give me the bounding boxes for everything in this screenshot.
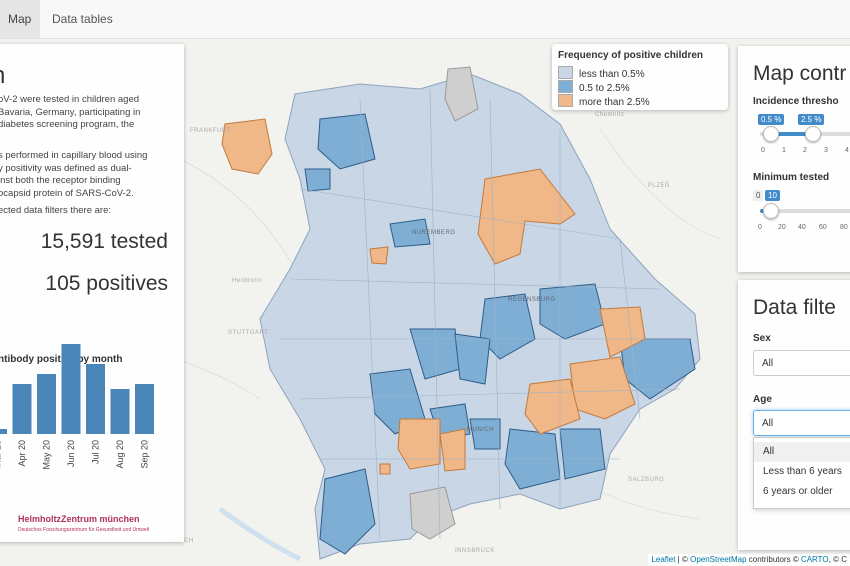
chart-tick-label: Jul 20 [91,440,101,464]
legend-swatch [558,94,573,107]
age-option-all[interactable]: All [754,442,850,462]
min-tested-handle[interactable] [763,203,779,219]
min-tested-tick: 40 [798,224,806,231]
min-tested-slider-track[interactable] [760,209,850,213]
positives-by-month-chart: Mar 20 Apr 20 May 20 Jun 20 Jul 20 Aug 20 Sep … [0,344,154,470]
map-label-stuttgart: STUTTGART [228,330,269,336]
min-tested-tick: 0 [758,224,762,231]
min-tested-value-badge: 10 [765,190,780,201]
legend-item-high: more than 2.5% [558,94,650,108]
incidence-slider-range [770,132,812,136]
age-option-under-6[interactable]: Less than 6 years [763,466,842,477]
map-label-frankfurt: FRANKFURT [190,128,231,134]
age-dropdown-menu: All Less than 6 years 6 years or older [753,437,850,509]
osm-link[interactable]: OpenStreetMap [690,555,747,564]
map-legend: Frequency of positive children less than… [552,44,728,110]
navbar: Map Data tables [0,0,850,39]
incidence-low-handle[interactable] [763,126,779,142]
map-label-plzen: PLZEŇ [648,183,670,189]
chart-tick-label: Mar 20 [0,440,3,468]
tab-map[interactable]: Map [0,0,40,38]
legend-swatch [558,66,573,79]
chart-tick-label: Aug 20 [115,440,125,469]
map-label-chemnitz: Chemnitz [595,112,625,118]
data-filters-title: Data filte [753,296,836,319]
helmholtz-logo-subtitle: Deutsches Forschungszentrum für Gesundhe… [18,527,150,533]
minimum-tested-label: Minimum tested [753,172,830,183]
legend-title: Frequency of positive children [558,50,704,61]
chart-tick-label: Sep 20 [140,440,150,469]
sex-select[interactable]: All [753,350,850,376]
chart-tick-label: Jun 20 [66,440,76,467]
info-paragraph-2: s performed in capillary blood using y p… [0,150,148,199]
incidence-tick: 3 [824,147,828,154]
map-label-munich: MUNICH [467,427,494,433]
legend-item-mid: 0.5 to 2.5% [558,80,630,94]
incidence-tick: 2 [803,147,807,154]
legend-swatch [558,80,573,93]
min-tested-tick: 80 [840,224,848,231]
age-select[interactable]: All [753,410,850,436]
min-tested-tick: 60 [819,224,827,231]
chart-bar [61,344,81,434]
min-tested-min-badge: 0 [753,190,764,201]
incidence-high-handle[interactable] [805,126,821,142]
chart-tick-label: May 20 [42,440,52,470]
carto-link[interactable]: CARTO [800,555,829,564]
map-controls-title: Map contr [753,62,847,85]
tab-data-tables[interactable]: Data tables [52,12,113,26]
chart-bar [37,374,56,434]
incidence-low-badge: 0.5 % [758,114,785,125]
helmholtz-logo: HelmholtzZentrum münchen [18,514,140,524]
map-label-regensburg: REGENSBURG [508,297,556,303]
chart-title: ntibody positive by month [0,354,123,365]
map-label-nuremberg: NUREMBERG [412,230,456,236]
chart-bar [135,384,154,434]
incidence-tick: 0 [761,147,765,154]
chart-bar [0,429,7,434]
data-filters-panel: Data filte Sex All Age All [738,280,850,550]
tested-count: 15,591 tested [40,230,168,253]
map-label-innsbruck: INNSBRUCK [455,548,495,554]
map-attribution: Leaflet | © OpenStreetMap contributors ©… [648,554,850,566]
incidence-tick: 4 [845,147,849,154]
map-label-heilbronn: Heilbronn [232,278,263,284]
chart-tick-label: Apr 20 [17,440,27,467]
incidence-threshold-label: Incidence thresho [753,96,839,107]
incidence-tick: 1 [782,147,786,154]
info-paragraph-1: oV-2 were tested in children aged Bavari… [0,94,141,130]
incidence-high-badge: 2.5 % [798,114,825,125]
info-panel: n oV-2 were tested in children aged Bava… [0,44,184,542]
leaflet-link[interactable]: Leaflet [651,555,676,564]
info-paragraph-3: ected data filters there are: [0,205,112,216]
positives-count: 105 positives [45,272,168,295]
info-title: n [0,62,5,90]
age-option-6-plus[interactable]: 6 years or older [763,486,833,497]
sex-label: Sex [753,333,771,344]
legend-item-low: less than 0.5% [558,66,645,80]
chart-bar [110,389,130,434]
chart-bar [12,384,32,434]
age-label: Age [753,394,772,405]
min-tested-tick: 20 [778,224,786,231]
chart-bar [86,364,105,434]
map-controls-panel: Map contr Incidence thresho 0.5 % 2.5 % … [738,46,850,272]
map-label-salzburg: SALZBURG [628,477,665,483]
